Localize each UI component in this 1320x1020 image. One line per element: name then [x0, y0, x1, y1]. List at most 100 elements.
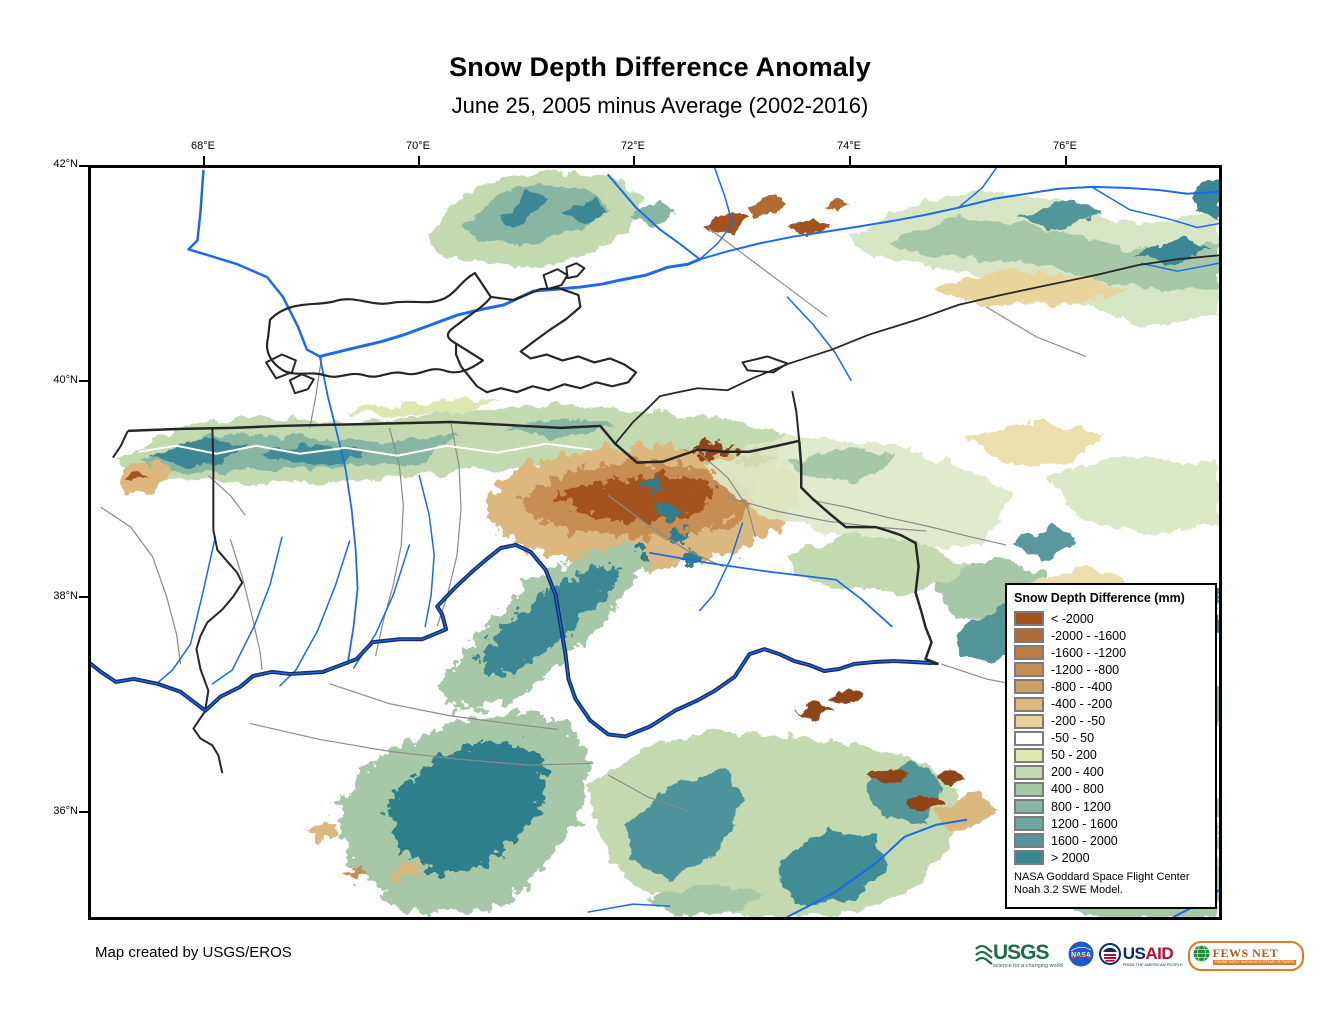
- legend-swatch: [1014, 611, 1044, 627]
- map-feature: [542, 268, 569, 291]
- map-feature: [703, 211, 750, 234]
- legend-swatch: [1014, 679, 1044, 695]
- map-feature: [387, 741, 551, 875]
- map-feature: [823, 197, 849, 212]
- map-feature: [699, 522, 744, 612]
- map-feature: [318, 257, 702, 358]
- usaid-wordmark: USAID: [1123, 945, 1183, 962]
- lon-label: 68°E: [191, 140, 215, 152]
- map-feature: [157, 536, 217, 683]
- map-feature: [707, 227, 828, 318]
- map-feature: [318, 355, 359, 665]
- page-title: Snow Depth Difference Anomaly: [449, 52, 871, 82]
- legend-row: -1200 - -800: [1014, 661, 1208, 678]
- map-feature: [741, 355, 789, 374]
- legend-row: < -2000: [1014, 610, 1208, 627]
- map-legend: Snow Depth Difference (mm) < -2000 -2000…: [1005, 583, 1217, 909]
- map-feature: [1140, 262, 1219, 272]
- map-feature: [934, 770, 967, 786]
- usgs-tagline: science for a changing world: [993, 963, 1063, 970]
- map-feature: [436, 423, 462, 627]
- lon-tick: [849, 156, 851, 165]
- usaid-us: US: [1122, 944, 1146, 963]
- lon-label: 72°E: [621, 140, 645, 152]
- map-feature: [932, 792, 1003, 829]
- map-feature: [793, 702, 836, 721]
- map-feature: [791, 391, 801, 441]
- map-feature: [587, 903, 671, 913]
- map-feature: [829, 687, 863, 704]
- usaid-seal-svg: [1098, 942, 1121, 965]
- legend-source-line1: NASA Goddard Space Flight Center: [1014, 871, 1190, 884]
- usaid-tagline: FROM THE AMERICAN PEOPLE: [1122, 962, 1183, 967]
- map-feature: [496, 191, 551, 228]
- map-feature: [329, 683, 559, 731]
- legend-row: 50 - 200: [1014, 747, 1208, 764]
- legend-row: 400 - 800: [1014, 781, 1208, 798]
- map-feature: [632, 543, 654, 557]
- map-feature: [665, 527, 690, 543]
- legend-row: -200 - -50: [1014, 713, 1208, 730]
- map-feature: [427, 169, 1219, 327]
- map-feature: [697, 451, 757, 538]
- lon-tick: [633, 156, 635, 165]
- legend-row: -2000 - -1600: [1014, 627, 1208, 644]
- map-feature: [127, 420, 800, 464]
- legend-row: > 2000: [1014, 849, 1208, 866]
- map-feature: [677, 550, 700, 566]
- lon-label: 70°E: [406, 140, 430, 152]
- map-feature: [303, 821, 342, 841]
- lat-tick: [79, 380, 88, 382]
- map-feature: [775, 830, 887, 907]
- ridge-boundary-line: [138, 442, 593, 457]
- map-feature: [229, 538, 263, 671]
- fewsnet-wordmark: FEWS NET: [1212, 945, 1279, 960]
- legend-swatch: [1014, 713, 1044, 729]
- lon-tick: [203, 156, 205, 165]
- map-feature: [812, 499, 1007, 546]
- lon-label: 74°E: [837, 140, 861, 152]
- map-feature: [904, 794, 945, 813]
- map-feature: [747, 195, 790, 218]
- lat-label: 40°N: [53, 374, 78, 386]
- nasa-logo-svg: NASA: [1068, 941, 1094, 966]
- usaid-text-block: USAID FROM THE AMERICAN PEOPLE: [1123, 945, 1183, 967]
- map-feature: [112, 430, 129, 459]
- map-feature: [1090, 186, 1219, 229]
- map-feature: [126, 473, 147, 485]
- legend-source: NASA Goddard Space Flight Center Noah 3.…: [1014, 871, 1208, 897]
- map-feature: [648, 884, 768, 915]
- legend-row: -800 - -400: [1014, 678, 1208, 695]
- legend-swatch: [1014, 799, 1044, 815]
- usaid-aid: AID: [1145, 944, 1174, 963]
- map-feature: [1133, 239, 1214, 266]
- map-feature: [964, 419, 1104, 464]
- map-feature: [607, 774, 689, 812]
- map-feature: [705, 435, 1015, 553]
- map-feature: [985, 306, 1086, 358]
- map-feature: [565, 262, 586, 280]
- lat-label: 42°N: [53, 158, 78, 170]
- legend-row: -1600 - -1200: [1014, 644, 1208, 661]
- lat-label: 38°N: [53, 590, 78, 602]
- legend-row: 1600 - 2000: [1014, 832, 1208, 849]
- map-feature: [626, 771, 748, 879]
- rivers-group: [157, 168, 1219, 917]
- map-feature: [564, 197, 611, 226]
- legend-title: Snow Depth Difference (mm): [1014, 591, 1185, 605]
- map-feature: [120, 461, 177, 496]
- map-feature: [649, 552, 893, 628]
- map-feature: [266, 272, 492, 378]
- usgs-logo: USGS science for a changing world: [975, 941, 1063, 972]
- map-feature: [727, 496, 927, 532]
- legend-row: -50 - 50: [1014, 730, 1208, 747]
- map-feature: [339, 398, 499, 417]
- map-feature: [787, 445, 897, 482]
- legend-swatch: [1014, 730, 1044, 746]
- usgs-wave-icon: [975, 941, 993, 972]
- map-feature: [699, 168, 734, 261]
- map-feature: [288, 373, 315, 395]
- map-feature: [1014, 523, 1076, 565]
- fewsnet-text-block: FEWS NET FAMINE EARLY WARNING SYSTEMS NE…: [1212, 945, 1297, 966]
- map-feature: [957, 168, 997, 209]
